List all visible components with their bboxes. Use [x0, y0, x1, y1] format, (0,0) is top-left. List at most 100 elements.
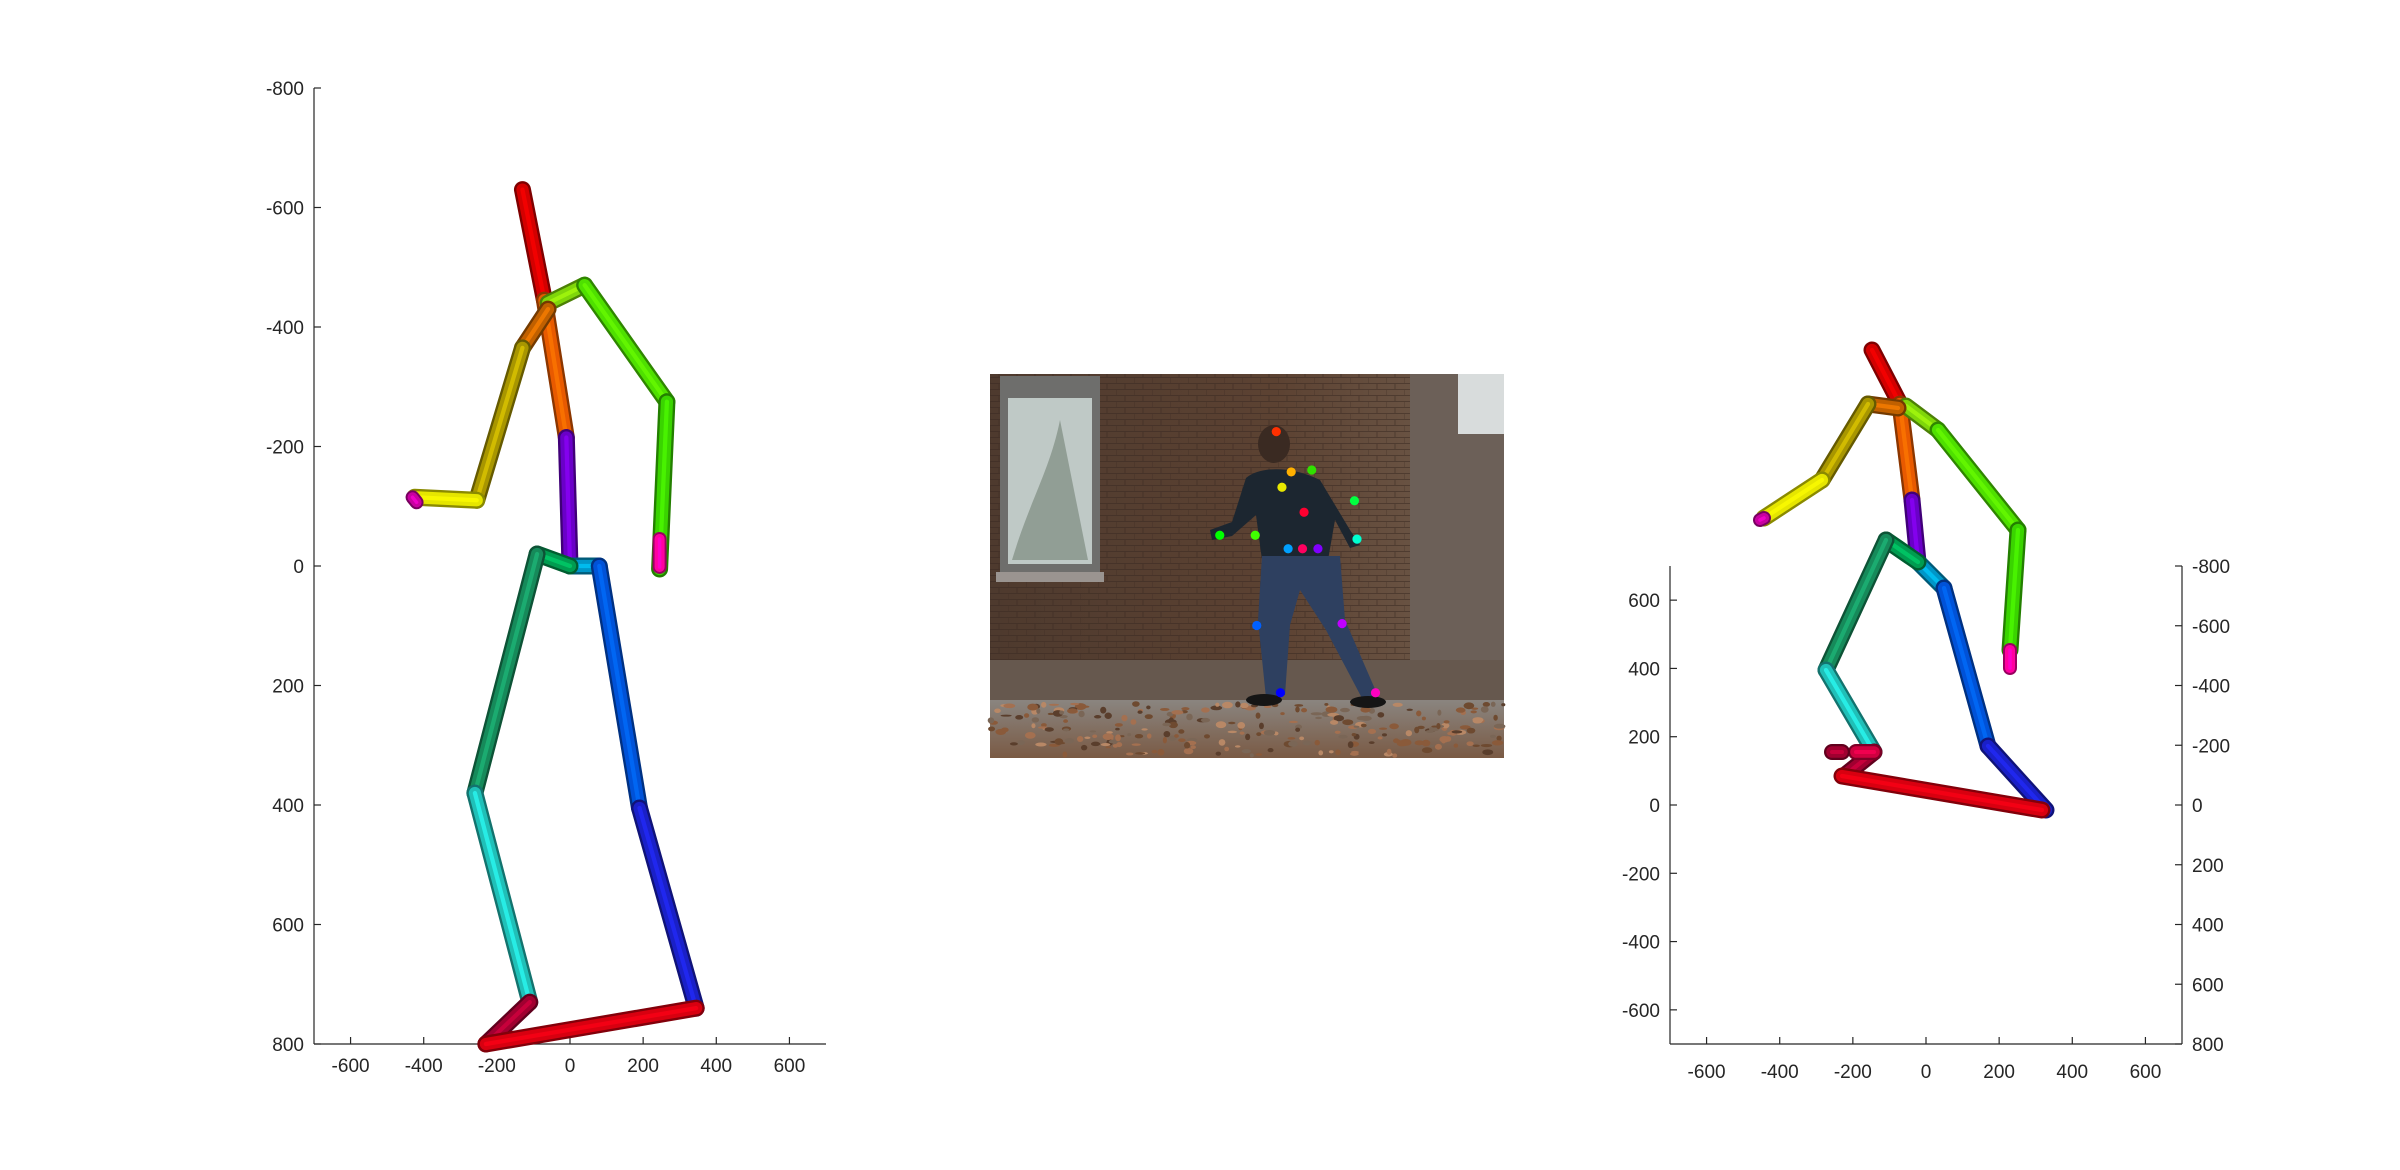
x-tick-label: 600 — [2130, 1062, 2162, 1083]
leaf — [1258, 722, 1264, 730]
leaf — [1463, 702, 1475, 710]
bone-oblique-hip_r-r_knee — [1935, 579, 1997, 755]
leaf — [1392, 702, 1403, 707]
leaf — [1146, 705, 1151, 710]
leaf — [1001, 727, 1009, 733]
leaf — [1267, 748, 1274, 753]
photo-sky — [1458, 374, 1504, 434]
keypoint-dot — [1337, 619, 1347, 629]
leaf — [1466, 741, 1474, 747]
leaf — [1386, 748, 1392, 755]
leaf — [1168, 721, 1178, 729]
leaf — [1347, 741, 1354, 749]
x-tick-label: -600 — [1688, 1062, 1726, 1083]
bone-oblique-r_knee-r_ankle — [1979, 737, 2055, 819]
leaf — [1215, 721, 1227, 729]
leaf — [1157, 748, 1165, 756]
leaf — [1389, 723, 1399, 730]
leaf — [1106, 731, 1113, 734]
leaf — [1078, 710, 1085, 718]
leaf — [1162, 736, 1167, 744]
leaf — [1239, 731, 1245, 735]
leaf — [1235, 701, 1241, 708]
leaf — [1174, 734, 1179, 738]
z-tick-group-right: -800 -600 -400 -200 0 200 400 600 800 — [2175, 557, 2230, 1056]
z-tick-label: -800 — [2192, 557, 2230, 578]
leaf — [1108, 739, 1118, 744]
bone-oblique-r_shoulder-r_elbow — [1929, 421, 2027, 539]
leaf — [1367, 728, 1377, 734]
input-photo — [987, 374, 1506, 758]
leaf — [1241, 748, 1252, 754]
leaf — [1263, 729, 1276, 736]
leaf — [1078, 705, 1090, 709]
leaf — [1218, 739, 1226, 746]
leaf — [1003, 703, 1016, 709]
y-tick-label: -400 — [266, 318, 304, 339]
leaf — [1431, 725, 1439, 728]
leaf — [1171, 710, 1184, 715]
leaf — [1048, 703, 1060, 706]
leaf — [1302, 740, 1312, 746]
photo-window-sill — [996, 572, 1104, 582]
leaf — [1115, 734, 1121, 742]
y-tick-label: 600 — [272, 916, 304, 937]
leaf — [1471, 707, 1479, 710]
leaf — [1200, 717, 1211, 723]
x-tick-group: -600 -400 -200 0 200 400 600 — [1688, 1037, 2162, 1083]
leaf — [1112, 743, 1118, 748]
leaf — [1102, 733, 1114, 741]
leaf — [1287, 737, 1296, 740]
z-tick-label: 200 — [2192, 856, 2224, 877]
keypoint-dot — [1275, 688, 1286, 698]
y-tick-label: -600 — [1622, 1001, 1660, 1022]
leaf — [1162, 722, 1171, 727]
leaf — [1501, 703, 1506, 707]
leaf — [988, 726, 996, 732]
person-shoe-left — [1246, 694, 1282, 706]
leaf — [1203, 734, 1211, 739]
keypoint-dot — [1370, 688, 1381, 698]
leaf — [1222, 701, 1233, 709]
leaf — [1015, 715, 1024, 720]
leaf — [1159, 708, 1170, 711]
leaf — [1491, 740, 1504, 746]
bone-r_shoulder-r_elbow — [576, 276, 676, 411]
bone-l_toe-r_ankle — [477, 999, 705, 1053]
bone-oblique-hip_l-l_knee — [1817, 531, 1895, 679]
leaf — [1245, 733, 1251, 741]
y-tick-label: 400 — [1628, 659, 1660, 680]
leaf — [1356, 716, 1369, 721]
leaf — [1496, 735, 1502, 741]
leaf — [1027, 703, 1039, 711]
bone-oblique-l_toe-r_ankle — [1833, 767, 2051, 819]
y-tick-label: 0 — [293, 557, 304, 578]
person-head — [1258, 425, 1290, 463]
leaf — [1151, 749, 1158, 754]
leaf — [1166, 711, 1174, 717]
leaf — [1443, 720, 1450, 724]
leaf — [1414, 726, 1420, 734]
leaf — [1480, 743, 1493, 748]
leaf — [1100, 743, 1111, 747]
photo-window-reflection — [1012, 420, 1088, 560]
leaf — [1047, 712, 1055, 716]
leaf — [1318, 750, 1324, 756]
leaf — [1405, 730, 1413, 737]
leaf — [1360, 723, 1367, 728]
leaf — [1466, 727, 1476, 734]
photo-keypoints — [1215, 427, 1381, 698]
z-tick-label: -200 — [2192, 736, 2230, 757]
leaf — [1493, 723, 1506, 729]
x-tick-label: 200 — [627, 1056, 659, 1077]
skeleton-plot-side: -800 -600 -400 -200 0 200 400 600 800 -600 -400 -2… — [266, 79, 826, 1077]
keypoint-dot — [1271, 427, 1281, 437]
leaf — [1490, 701, 1496, 707]
leaf — [1451, 730, 1463, 734]
leaf — [1141, 728, 1148, 731]
leaf — [1263, 705, 1272, 709]
keypoint-dot — [1352, 534, 1362, 544]
bone-l_knee-l_ankle — [466, 784, 539, 1011]
leaf — [1436, 723, 1441, 730]
